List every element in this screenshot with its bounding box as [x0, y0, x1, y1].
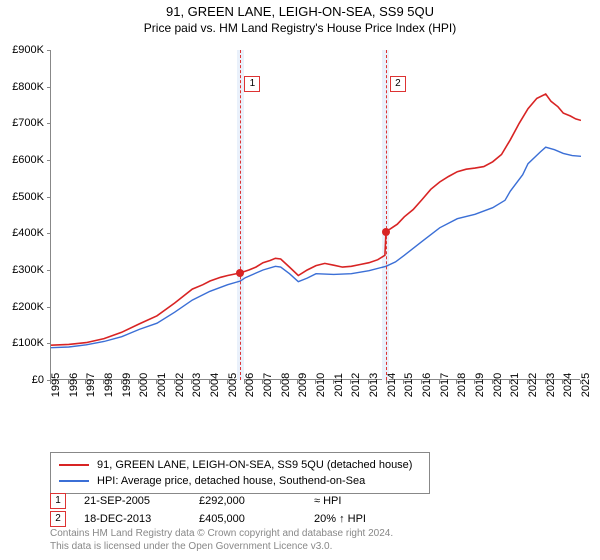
y-tick-label: £800K	[0, 81, 44, 93]
x-tick-label: 1997	[85, 373, 97, 397]
y-tick-label: £300K	[0, 264, 44, 276]
y-tick-label: £900K	[0, 44, 44, 56]
plot-region: 12	[50, 50, 580, 380]
x-tick-label: 2002	[174, 373, 186, 397]
sales-row: 1 21-SEP-2005 £292,000 ≈ HPI	[50, 492, 429, 510]
x-tick-label: 2004	[209, 373, 221, 397]
x-tick-label: 2003	[191, 373, 203, 397]
sale-vline	[386, 50, 387, 380]
series-property	[51, 94, 581, 345]
y-tick-label: £600K	[0, 154, 44, 166]
x-tick-label: 2010	[315, 373, 327, 397]
x-tick-label: 2000	[138, 373, 150, 397]
x-tick-label: 2017	[439, 373, 451, 397]
footer-line1: Contains HM Land Registry data © Crown c…	[50, 528, 393, 541]
x-tick-label: 2023	[545, 373, 557, 397]
x-tick-label: 2007	[262, 373, 274, 397]
legend-row: 91, GREEN LANE, LEIGH-ON-SEA, SS9 5QU (d…	[59, 457, 421, 473]
y-tick-label: £400K	[0, 227, 44, 239]
legend-swatch	[59, 464, 89, 466]
x-tick-label: 2016	[421, 373, 433, 397]
x-tick-label: 1998	[103, 373, 115, 397]
x-tick-label: 1995	[50, 373, 62, 397]
x-tick-label: 2019	[474, 373, 486, 397]
title-subtitle: Price paid vs. HM Land Registry's House …	[0, 21, 600, 35]
title-address: 91, GREEN LANE, LEIGH-ON-SEA, SS9 5QU	[0, 4, 600, 19]
y-tick-label: £500K	[0, 191, 44, 203]
sales-table: 1 21-SEP-2005 £292,000 ≈ HPI 2 18-DEC-20…	[50, 492, 429, 528]
x-tick-label: 2013	[368, 373, 380, 397]
sale-date: 21-SEP-2005	[84, 495, 199, 507]
footer-line2: This data is licensed under the Open Gov…	[50, 541, 393, 554]
series-hpi	[51, 147, 581, 348]
sale-price: £405,000	[199, 513, 314, 525]
sale-dot	[382, 228, 390, 236]
y-tick-label: £100K	[0, 337, 44, 349]
legend-label: 91, GREEN LANE, LEIGH-ON-SEA, SS9 5QU (d…	[97, 459, 412, 471]
legend-row: HPI: Average price, detached house, Sout…	[59, 473, 421, 489]
x-tick-label: 1996	[68, 373, 80, 397]
footer-attribution: Contains HM Land Registry data © Crown c…	[50, 528, 393, 553]
x-tick-label: 2022	[527, 373, 539, 397]
sale-dot	[236, 269, 244, 277]
x-tick-label: 1999	[121, 373, 133, 397]
sale-marker-legend: 2	[50, 511, 66, 527]
x-tick-label: 2005	[227, 373, 239, 397]
x-tick-label: 2006	[244, 373, 256, 397]
sale-marker-box: 1	[244, 76, 260, 92]
sale-marker-box: 2	[390, 76, 406, 92]
sale-date: 18-DEC-2013	[84, 513, 199, 525]
chart-title-block: 91, GREEN LANE, LEIGH-ON-SEA, SS9 5QU Pr…	[0, 0, 600, 35]
sale-rel: ≈ HPI	[314, 495, 429, 507]
x-tick-label: 2020	[492, 373, 504, 397]
legend-box: 91, GREEN LANE, LEIGH-ON-SEA, SS9 5QU (d…	[50, 452, 430, 494]
chart-area: 12 £0£100K£200K£300K£400K£500K£600K£700K…	[50, 50, 580, 405]
sales-row: 2 18-DEC-2013 £405,000 20% ↑ HPI	[50, 510, 429, 528]
x-tick-label: 2018	[456, 373, 468, 397]
x-tick-label: 2024	[562, 373, 574, 397]
line-series-svg	[51, 50, 581, 380]
x-tick-label: 2014	[386, 373, 398, 397]
sale-rel: 20% ↑ HPI	[314, 513, 429, 525]
x-tick-label: 2008	[280, 373, 292, 397]
x-tick-label: 2015	[403, 373, 415, 397]
legend-swatch	[59, 480, 89, 482]
x-tick-label: 2025	[580, 373, 592, 397]
x-tick-label: 2021	[509, 373, 521, 397]
sale-price: £292,000	[199, 495, 314, 507]
y-tick-label: £200K	[0, 301, 44, 313]
x-tick-label: 2009	[297, 373, 309, 397]
x-tick-label: 2001	[156, 373, 168, 397]
sale-marker-legend: 1	[50, 493, 66, 509]
x-tick-label: 2012	[350, 373, 362, 397]
y-tick-label: £700K	[0, 117, 44, 129]
x-tick-label: 2011	[333, 373, 345, 397]
legend-label: HPI: Average price, detached house, Sout…	[97, 475, 365, 487]
y-tick-label: £0	[0, 374, 44, 386]
sale-vline	[240, 50, 241, 380]
